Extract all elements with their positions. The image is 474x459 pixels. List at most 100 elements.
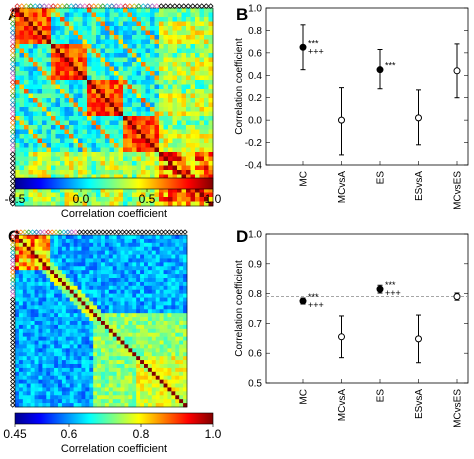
y-tick-label: 0.6 xyxy=(248,349,262,360)
heatmap-c-cell xyxy=(85,258,90,263)
heatmap-a-cell xyxy=(208,93,214,99)
heatmap-c-cell xyxy=(97,336,102,341)
heatmap-c-cell xyxy=(132,360,137,365)
heatmap-c-cell xyxy=(128,313,133,318)
heatmap-c-cell xyxy=(50,309,55,314)
heatmap-a-cell xyxy=(136,170,142,175)
heatmap-c-cell xyxy=(101,266,106,271)
heatmap-c-cell xyxy=(69,328,74,334)
heatmap-a-cell xyxy=(177,75,182,81)
heatmap-c-cell xyxy=(136,254,141,259)
heatmap-a-cell xyxy=(123,35,128,40)
heatmap-c-cell xyxy=(140,356,145,361)
heatmap-c-cell xyxy=(26,348,31,353)
heatmap-a-cell xyxy=(33,129,38,135)
heatmap-c-cell xyxy=(136,356,141,361)
heatmap-c-cell xyxy=(175,375,180,380)
heatmap-c-cell xyxy=(101,344,106,349)
heatmap-a-cell xyxy=(163,89,169,94)
heatmap-c-cell xyxy=(167,270,172,275)
heatmap-c-cell xyxy=(15,379,20,384)
heatmap-a-cell xyxy=(82,57,88,63)
heatmap-c-cell xyxy=(120,364,125,369)
heatmap-a-cell xyxy=(154,147,160,153)
heatmap-c-cell xyxy=(179,336,184,341)
x-tick-label: ESvsA xyxy=(414,171,425,201)
heatmap-a-cell xyxy=(69,35,74,40)
heatmap-c-cell xyxy=(89,348,94,353)
heatmap-c-cell xyxy=(81,289,86,294)
heatmap-a-cell xyxy=(190,84,196,90)
heatmap-a-top-marker xyxy=(23,3,30,9)
heatmap-c-cell xyxy=(46,340,51,345)
heatmap-c-cell xyxy=(147,371,153,377)
heatmap-c-cell xyxy=(22,340,28,345)
heatmap-a-cell xyxy=(127,192,133,198)
heatmap-a-cell xyxy=(78,111,83,117)
heatmap-c-cell xyxy=(104,254,110,259)
heatmap-a-top-marker xyxy=(194,3,201,9)
heatmap-a-cell xyxy=(69,57,74,63)
heatmap-a-cell xyxy=(159,116,164,121)
heatmap-c-cell xyxy=(50,352,55,357)
heatmap-c-cell xyxy=(89,235,94,240)
heatmap-c-cell xyxy=(50,258,55,263)
heatmap-c-cell xyxy=(89,262,94,267)
heatmap-a-cell xyxy=(91,57,97,63)
heatmap-a-cell xyxy=(19,201,25,207)
heatmap-c-cell xyxy=(136,403,141,408)
heatmap-c-side-marker xyxy=(10,265,16,271)
heatmap-c-cell xyxy=(132,399,137,404)
heatmap-a-cell xyxy=(91,152,97,157)
heatmap-a-cell xyxy=(141,30,146,36)
heatmap-c-cell xyxy=(30,238,35,244)
colorbar-c-ticks: 0.45 0.6 0.8 1.0 xyxy=(3,424,222,441)
heatmap-c-cell xyxy=(124,356,129,361)
heatmap-a-cell xyxy=(177,48,182,54)
heatmap-c-cell xyxy=(183,285,188,291)
heatmap-a-cell xyxy=(105,111,110,117)
heatmap-a-cell xyxy=(136,71,142,76)
heatmap-c-cell xyxy=(65,317,71,322)
heatmap-a-side-marker xyxy=(9,97,16,104)
heatmap-a-cell xyxy=(132,197,137,202)
heatmap-c-top-marker xyxy=(80,229,87,235)
heatmap-a-cell xyxy=(118,21,124,27)
heatmap-c-top-marker xyxy=(33,229,40,235)
heatmap-c-cell xyxy=(30,262,35,267)
heatmap-c-cell xyxy=(46,317,51,322)
heatmap-a-cell xyxy=(177,21,182,27)
heatmap-c-cell xyxy=(140,383,145,388)
heatmap-a-side-marker xyxy=(9,16,16,23)
heatmap-c-cell xyxy=(54,270,59,275)
heatmap-c-cell xyxy=(54,383,59,388)
heatmap-c-cell xyxy=(85,340,90,345)
heatmap-c-cell xyxy=(54,348,59,353)
heatmap-c-cell xyxy=(58,403,63,408)
heatmap-c-cell xyxy=(116,379,121,384)
heatmap-c-cell xyxy=(22,297,28,302)
heatmap-c-cell xyxy=(93,340,98,345)
heatmap-c-cell xyxy=(108,344,114,349)
heatmap-c-cell xyxy=(108,270,114,275)
heatmap-c-cell xyxy=(159,336,164,341)
heatmap-c-cell xyxy=(26,313,31,318)
heatmap-c-cell xyxy=(50,266,55,271)
heatmap-a-cell xyxy=(141,39,146,45)
heatmap-c-cell xyxy=(147,278,153,283)
heatmap-a-cell xyxy=(33,84,38,90)
heatmap-c-cell xyxy=(101,360,106,365)
heatmap-c-cell xyxy=(163,305,168,310)
heatmap-a-cell xyxy=(28,8,34,13)
heatmap-a-cell xyxy=(87,129,92,135)
heatmap-c-cell xyxy=(46,266,51,271)
heatmap-c-cell xyxy=(58,336,63,341)
heatmap-a-cell xyxy=(208,44,214,49)
heatmap-a-cell xyxy=(109,26,115,31)
heatmap-a-cell xyxy=(204,48,209,54)
heatmap-a-cell xyxy=(73,89,79,94)
heatmap-a-cell xyxy=(91,62,97,67)
heatmap-c-cell xyxy=(65,238,71,244)
heatmap-c-cell xyxy=(171,375,176,380)
heatmap-a-cell xyxy=(132,120,137,126)
